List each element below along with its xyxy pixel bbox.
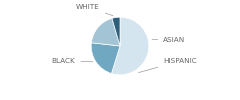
Wedge shape (91, 43, 120, 74)
Wedge shape (91, 18, 120, 46)
Wedge shape (112, 17, 120, 46)
Wedge shape (111, 17, 149, 75)
Text: WHITE: WHITE (76, 4, 113, 16)
Text: HISPANIC: HISPANIC (138, 58, 197, 73)
Text: ASIAN: ASIAN (152, 37, 186, 43)
Text: BLACK: BLACK (52, 58, 93, 64)
